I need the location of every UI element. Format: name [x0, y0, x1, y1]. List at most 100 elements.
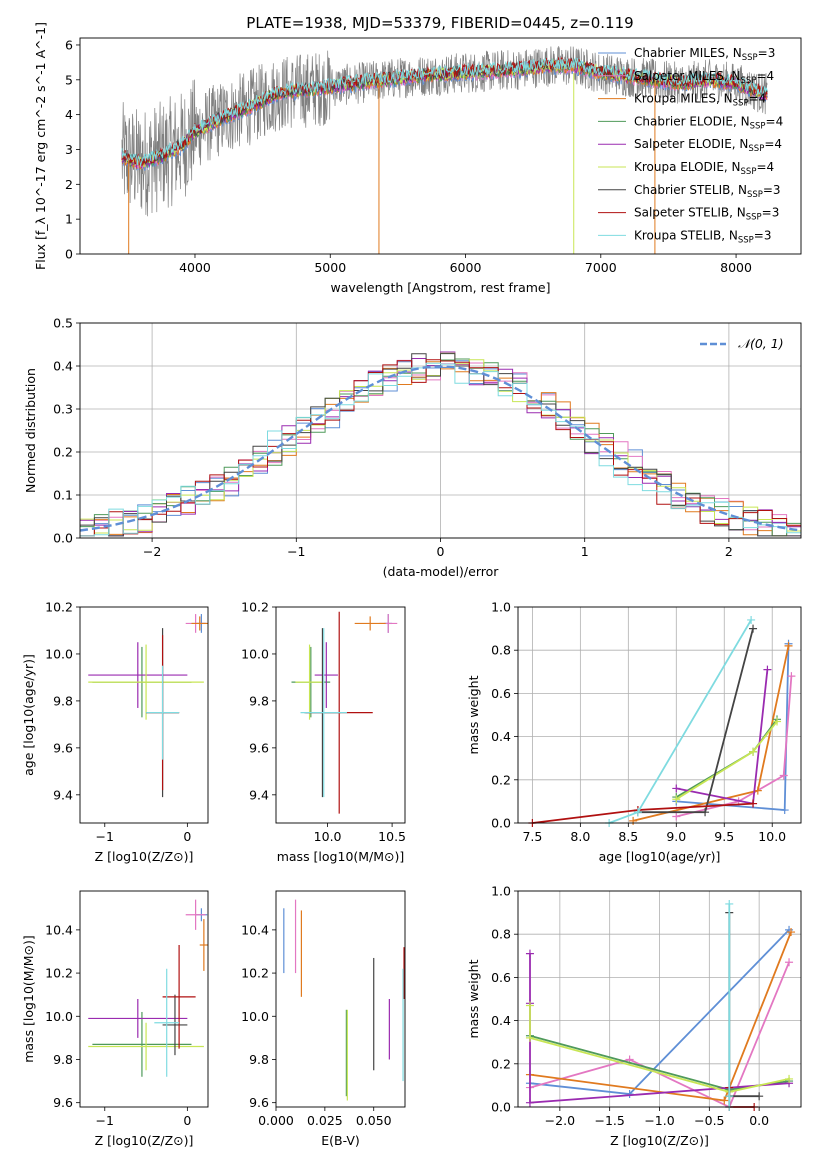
x-axis-label: E(B-V) [321, 1133, 360, 1148]
y-tick-label: 1.0 [491, 884, 511, 899]
legend-subscript: SSP [747, 190, 763, 200]
y-tick-label: 10.0 [45, 1009, 73, 1024]
weight-point-marker [672, 795, 681, 804]
legend-value: =3 [754, 228, 772, 242]
legend-label: Salpeter ELODIE, NSSP=4 [634, 137, 782, 154]
y-tick-label: 0.4 [491, 1013, 511, 1028]
y-tick-label: 10.0 [45, 646, 73, 661]
errorbar-plot [283, 899, 405, 1101]
y-tick-label: 0.2 [491, 1056, 511, 1071]
weight-point-marker [525, 1098, 534, 1107]
x-tick-label: 0.025 [307, 1113, 343, 1128]
legend-value: =4 [749, 92, 767, 106]
y-axis-label: mass weight [466, 959, 481, 1038]
weight-plot [528, 615, 796, 827]
y-tick-label: 4 [65, 107, 73, 122]
y-tick-label: 9.6 [53, 740, 73, 755]
axes-frame [79, 322, 802, 539]
y-tick-label: 10.0 [241, 1009, 269, 1024]
weight-point-marker [625, 1090, 634, 1099]
x-tick-label: 5000 [314, 260, 346, 275]
axes-frame [517, 606, 802, 824]
legend-value: =4 [764, 137, 782, 151]
x-axis-label: (data-model)/error [383, 564, 500, 579]
weight-point-marker [747, 615, 756, 624]
y-axis-label: mass [log10(M/M⊙)] [21, 935, 36, 1063]
legend-value: =4 [766, 114, 784, 128]
x-tick-label: 8.5 [618, 829, 638, 844]
figure-title: PLATE=1938, MJD=53379, FIBERID=0445, z=0… [246, 14, 633, 32]
legend-label: 𝒩(0, 1) [738, 336, 784, 351]
legend-subscript: SSP [741, 167, 757, 177]
weight-point-marker [787, 672, 796, 681]
weight-point-marker [725, 899, 734, 908]
axes-frame [517, 890, 802, 1108]
weight-point-marker [749, 799, 758, 808]
errorbar-plot [88, 899, 208, 1077]
y-axis-label: Flux [f_λ 10^-17 erg cm^-2 s^-1 A^-1] [33, 22, 48, 270]
y-tick-label: 0.1 [53, 488, 73, 503]
legend-subscript: SSP [738, 235, 754, 245]
y-tick-label: 0.4 [491, 729, 511, 744]
x-axis-label: wavelength [Angstrom, rest frame] [330, 280, 550, 295]
y-tick-label: 0 [65, 247, 73, 262]
x-tick-label: 10.0 [758, 829, 786, 844]
model-spectrum-line [121, 57, 768, 166]
x-tick-label: 0 [437, 544, 445, 559]
legend-subscript: SSP [750, 121, 766, 131]
weight-point-marker [773, 717, 782, 726]
errorbar-panel: −1 0 9.6 9.8 10.0 10.2 10.4 Z [log10(Z/Z⊙)] mass… [21, 890, 209, 1148]
weight-panel: 7.5 8.0 8.5 9.0 9.5 10.0 0.0 0.2 0.4 0.6 0.8 1.0 age… [466, 600, 802, 864]
legend-value: =4 [756, 160, 774, 174]
weight-point-marker [787, 928, 796, 937]
legend-label: Kroupa MILES, NSSP=4 [634, 92, 766, 109]
errorbar-panel: 0.000 0.025 0.050 9.6 9.8 10.0 10.2 10.4 E(B-V) [241, 890, 406, 1148]
x-tick-label: −1.5 [594, 1113, 624, 1128]
legend-label: Salpeter STELIB, NSSP=3 [634, 206, 779, 223]
x-tick-label: −1 [96, 829, 114, 844]
legend-value: =4 [756, 69, 774, 83]
spectrum-legend: Chabrier MILES, NSSP=3 Salpeter MILES, NS… [598, 46, 783, 245]
weight-point-marker [720, 1096, 729, 1105]
weight-point-marker [779, 771, 788, 780]
x-axis-label: Z [log10(Z/Z⊙)] [95, 1133, 194, 1148]
weight-point-marker [780, 806, 789, 815]
y-tick-label: 6 [65, 37, 73, 52]
y-tick-label: 0.2 [53, 445, 73, 460]
weight-series-line [529, 953, 790, 1104]
legend-label: Kroupa STELIB, NSSP=3 [634, 228, 772, 245]
legend-label: Kroupa ELODIE, NSSP=4 [634, 160, 774, 177]
y-tick-label: 0.0 [53, 531, 73, 546]
x-tick-label: 2 [725, 544, 733, 559]
weight-point-marker [725, 1092, 734, 1101]
y-tick-label: 0.5 [53, 316, 73, 331]
y-tick-label: 10.0 [241, 646, 269, 661]
x-tick-label: −0.5 [694, 1113, 724, 1128]
y-tick-label: 1 [65, 212, 73, 227]
legend-subscript: SSP [733, 99, 749, 109]
errorbar-plot [88, 614, 208, 798]
y-tick-label: 9.8 [249, 1052, 269, 1067]
x-tick-label: −1.0 [644, 1113, 674, 1128]
x-tick-label: 0 [183, 1113, 191, 1128]
x-tick-label: 8.0 [570, 829, 590, 844]
x-tick-label: 10.0 [314, 829, 342, 844]
errorbar-panel: −1 0 9.4 9.6 9.8 10.0 10.2 Z [log10(Z/Z⊙)] age [… [21, 600, 209, 864]
y-tick-label: 10.2 [241, 966, 269, 981]
y-tick-label: 9.8 [249, 693, 269, 708]
x-tick-label: 7.5 [522, 829, 542, 844]
weight-series-line [529, 1005, 790, 1093]
legend-subscript: SSP [741, 76, 757, 86]
weight-point-marker [525, 949, 534, 958]
legend-value: =3 [762, 206, 780, 220]
weight-point-marker [749, 747, 758, 756]
weight-point-marker [755, 1092, 764, 1101]
x-tick-label: 10.5 [378, 829, 406, 844]
legend-subscript: SSP [748, 144, 764, 154]
y-tick-label: 9.4 [53, 787, 73, 802]
axes-frame [275, 890, 406, 1108]
axes-frame [79, 37, 802, 255]
weight-series-line [676, 676, 793, 818]
y-tick-label: 9.8 [53, 1052, 73, 1067]
weight-point-marker [784, 641, 793, 650]
